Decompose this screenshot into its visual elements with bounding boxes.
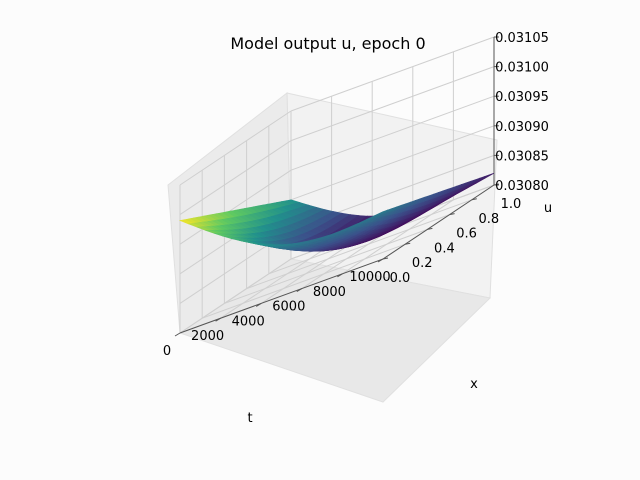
axes <box>174 36 500 337</box>
surface <box>178 172 495 252</box>
t-tick-label: 8000 <box>313 285 346 300</box>
u-tick-label: 0.03095 <box>495 90 549 105</box>
t-tick <box>255 302 262 307</box>
x-tick-label: 0.6 <box>456 227 477 242</box>
chart-title: Model output u, epoch 0 <box>230 34 425 53</box>
x-tick-label: 0.8 <box>478 212 499 227</box>
x-tick-label: 0.0 <box>390 271 411 286</box>
x-tick-label: 0.4 <box>434 241 455 256</box>
u-tick-label: 0.03105 <box>495 31 549 46</box>
x-tick <box>382 257 389 260</box>
x-tick <box>427 227 433 230</box>
x-axis-line <box>382 184 495 260</box>
t-tick <box>215 317 221 322</box>
t-axis-line <box>179 258 384 334</box>
t-tick <box>174 332 181 337</box>
t-tick-label: 4000 <box>232 314 265 329</box>
z-axis-label: u <box>544 201 552 216</box>
x-tick <box>405 242 411 245</box>
u-tick-label: 0.03080 <box>495 179 549 194</box>
y-axis-label: x <box>470 377 478 392</box>
back-grid-line <box>290 125 495 201</box>
t-tick <box>377 258 384 263</box>
surface-cell <box>374 209 388 216</box>
left-grid-line <box>179 169 292 245</box>
back-grid-line <box>290 36 495 112</box>
x-tick-label: 0.2 <box>412 256 433 271</box>
left-grid-line <box>179 140 292 216</box>
t-tick-label: 6000 <box>272 300 305 315</box>
t-tick <box>296 288 303 293</box>
x-tick <box>471 198 477 201</box>
u-tick-label: 0.03090 <box>495 120 549 135</box>
floor-grid-line <box>224 228 428 304</box>
t-tick-label: 2000 <box>191 329 224 344</box>
floor-grid-line <box>246 214 450 290</box>
u-tick-label: 0.03100 <box>495 61 549 76</box>
tick-labels: 0 2000 4000 6000 8000100000.00.20.40.60.81.0… <box>163 31 549 359</box>
t-tick-label: 10000 <box>349 270 390 285</box>
t-tick <box>337 273 343 278</box>
x-tick-label: 1.0 <box>501 197 522 212</box>
floor-grid-line <box>342 199 454 275</box>
u-tick-label: 0.03085 <box>495 149 549 164</box>
left-grid-line <box>179 110 292 186</box>
back-grid-line <box>290 66 495 142</box>
floor-grid-line <box>202 243 406 319</box>
left-grid-line <box>179 258 292 334</box>
x-axis-label: t <box>247 411 252 426</box>
floor-grid-line <box>220 243 332 319</box>
back-grid-line <box>290 95 495 171</box>
x-tick <box>449 213 455 216</box>
t-tick-label: 0 <box>163 344 171 359</box>
